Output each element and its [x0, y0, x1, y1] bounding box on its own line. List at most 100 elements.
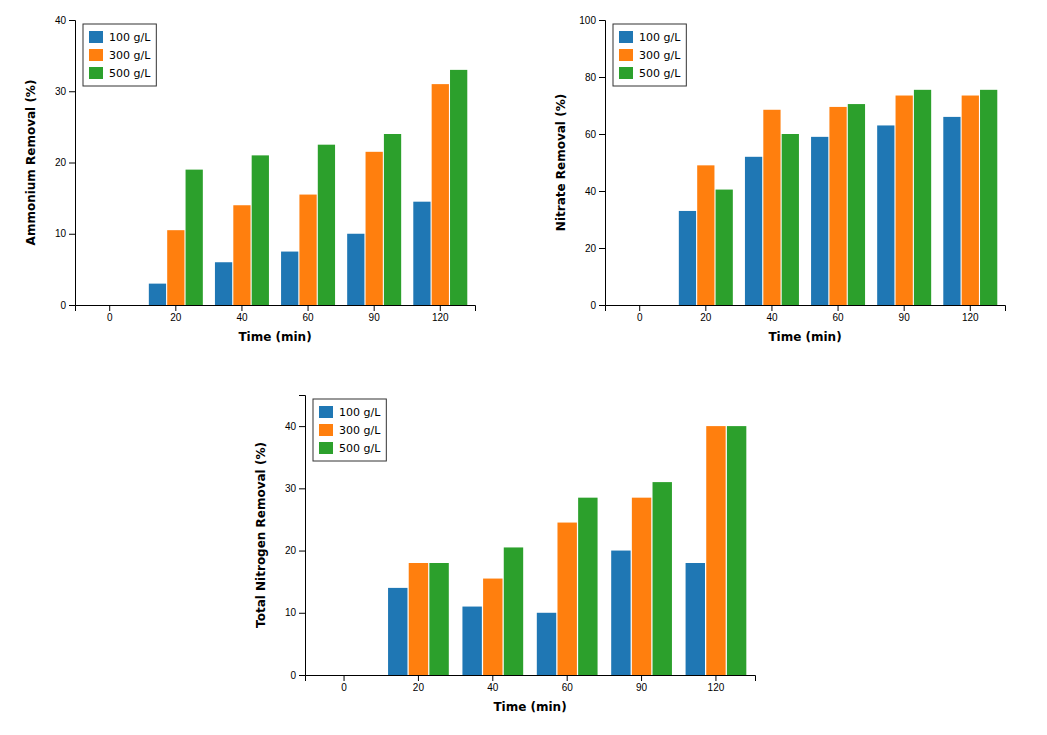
legend-item: 300 g/L — [319, 424, 381, 437]
tick-mark — [299, 426, 305, 427]
legend-item: 300 g/L — [89, 49, 151, 62]
tick-mark — [299, 488, 305, 489]
tick-mark — [69, 305, 75, 306]
tick-label: 20 — [55, 157, 67, 168]
legend-swatch — [89, 49, 103, 61]
legend-label: 500 g/L — [339, 442, 381, 455]
x-axis: 020406090120 — [76, 305, 476, 323]
tick-label: 90 — [899, 312, 911, 323]
tick-label: 90 — [636, 682, 648, 693]
legend-label: 100 g/L — [639, 31, 681, 44]
bars — [149, 70, 467, 305]
x-axis: 020406090120 — [306, 675, 756, 693]
tick-mark — [904, 305, 905, 311]
tick-mark — [641, 675, 642, 681]
tick-label: 80 — [585, 72, 597, 83]
y-tick: 30 — [285, 483, 305, 494]
bar — [914, 90, 931, 305]
tick-mark — [599, 191, 605, 192]
tick-mark — [299, 675, 305, 676]
bar — [388, 588, 407, 675]
legend-box — [313, 399, 386, 461]
y-tick: 40 — [55, 15, 75, 26]
y-tick: 60 — [585, 129, 605, 140]
tick-label: 40 — [766, 312, 778, 323]
legend-item: 500 g/L — [619, 67, 681, 80]
bar — [186, 170, 203, 305]
bar — [706, 426, 725, 675]
bar — [782, 134, 799, 305]
bar — [384, 134, 401, 305]
bar — [299, 195, 316, 305]
bar — [409, 563, 428, 675]
x-tick: 0 — [107, 305, 113, 323]
bar — [727, 426, 746, 675]
y-axis: 010203040 — [285, 396, 306, 681]
tick-mark — [109, 305, 110, 311]
tick-mark — [599, 248, 605, 249]
tick-label: 120 — [708, 682, 725, 693]
axis-line — [606, 306, 1006, 312]
tick-label: 100 — [579, 15, 596, 26]
legend: 100 g/L300 g/L500 g/L — [613, 24, 686, 86]
panel: 020406090120010203040Time (min)Ammonium … — [24, 15, 476, 344]
y-axis: 010203040 — [55, 15, 76, 311]
y-tick: 30 — [55, 86, 75, 97]
y-tick: 40 — [585, 186, 605, 197]
tick-mark — [418, 675, 419, 681]
bar — [811, 137, 828, 305]
legend-item: 100 g/L — [89, 31, 151, 44]
tick-label: 120 — [432, 312, 449, 323]
tick-label: 0 — [60, 300, 66, 311]
x-tick: 20 — [700, 305, 712, 323]
legend-swatch — [619, 67, 633, 79]
axis-line — [306, 676, 756, 682]
tick-label: 0 — [107, 312, 113, 323]
y-tick: 40 — [285, 421, 305, 432]
legend-swatch — [319, 424, 333, 436]
y-tick: 20 — [285, 545, 305, 556]
bar-series — [167, 84, 449, 305]
tick-label: 40 — [285, 421, 297, 432]
tick-label: 10 — [285, 607, 297, 618]
tick-label: 0 — [341, 682, 347, 693]
bar — [167, 230, 184, 305]
x-tick: 90 — [636, 675, 648, 693]
x-tick: 120 — [432, 305, 449, 323]
x-axis-title: Time (min) — [238, 330, 311, 344]
bar — [429, 563, 448, 675]
bar — [347, 234, 364, 305]
x-tick: 120 — [962, 305, 979, 323]
bar — [679, 211, 696, 305]
axis-line — [69, 21, 76, 306]
x-tick: 0 — [341, 675, 347, 693]
x-tick: 60 — [562, 675, 574, 693]
tick-mark — [838, 305, 839, 311]
bar — [281, 252, 298, 305]
legend-item: 100 g/L — [319, 406, 381, 419]
bar — [215, 262, 232, 305]
legend-swatch — [319, 442, 333, 454]
tick-mark — [299, 613, 305, 614]
legend-swatch — [89, 67, 103, 79]
legend-label: 500 g/L — [639, 67, 681, 80]
x-tick: 90 — [369, 305, 381, 323]
bar — [578, 498, 597, 675]
tick-mark — [69, 20, 75, 21]
bar — [962, 96, 979, 305]
x-axis-title: Time (min) — [493, 700, 566, 714]
legend: 100 g/L 300 g/L 500 g/L — [313, 399, 386, 461]
tick-mark — [715, 675, 716, 681]
tick-label: 0 — [637, 312, 643, 323]
bar — [943, 117, 960, 305]
bar — [318, 145, 335, 305]
bar — [149, 284, 166, 305]
tick-mark — [599, 305, 605, 306]
legend: 100 g/L300 g/L500 g/L — [83, 24, 156, 86]
tick-label: 30 — [285, 483, 297, 494]
y-axis-title: Ammonium Removal (%) — [24, 80, 38, 246]
bar-series — [409, 426, 726, 675]
bar — [483, 579, 502, 675]
tick-mark — [69, 91, 75, 92]
x-tick: 0 — [637, 305, 643, 323]
